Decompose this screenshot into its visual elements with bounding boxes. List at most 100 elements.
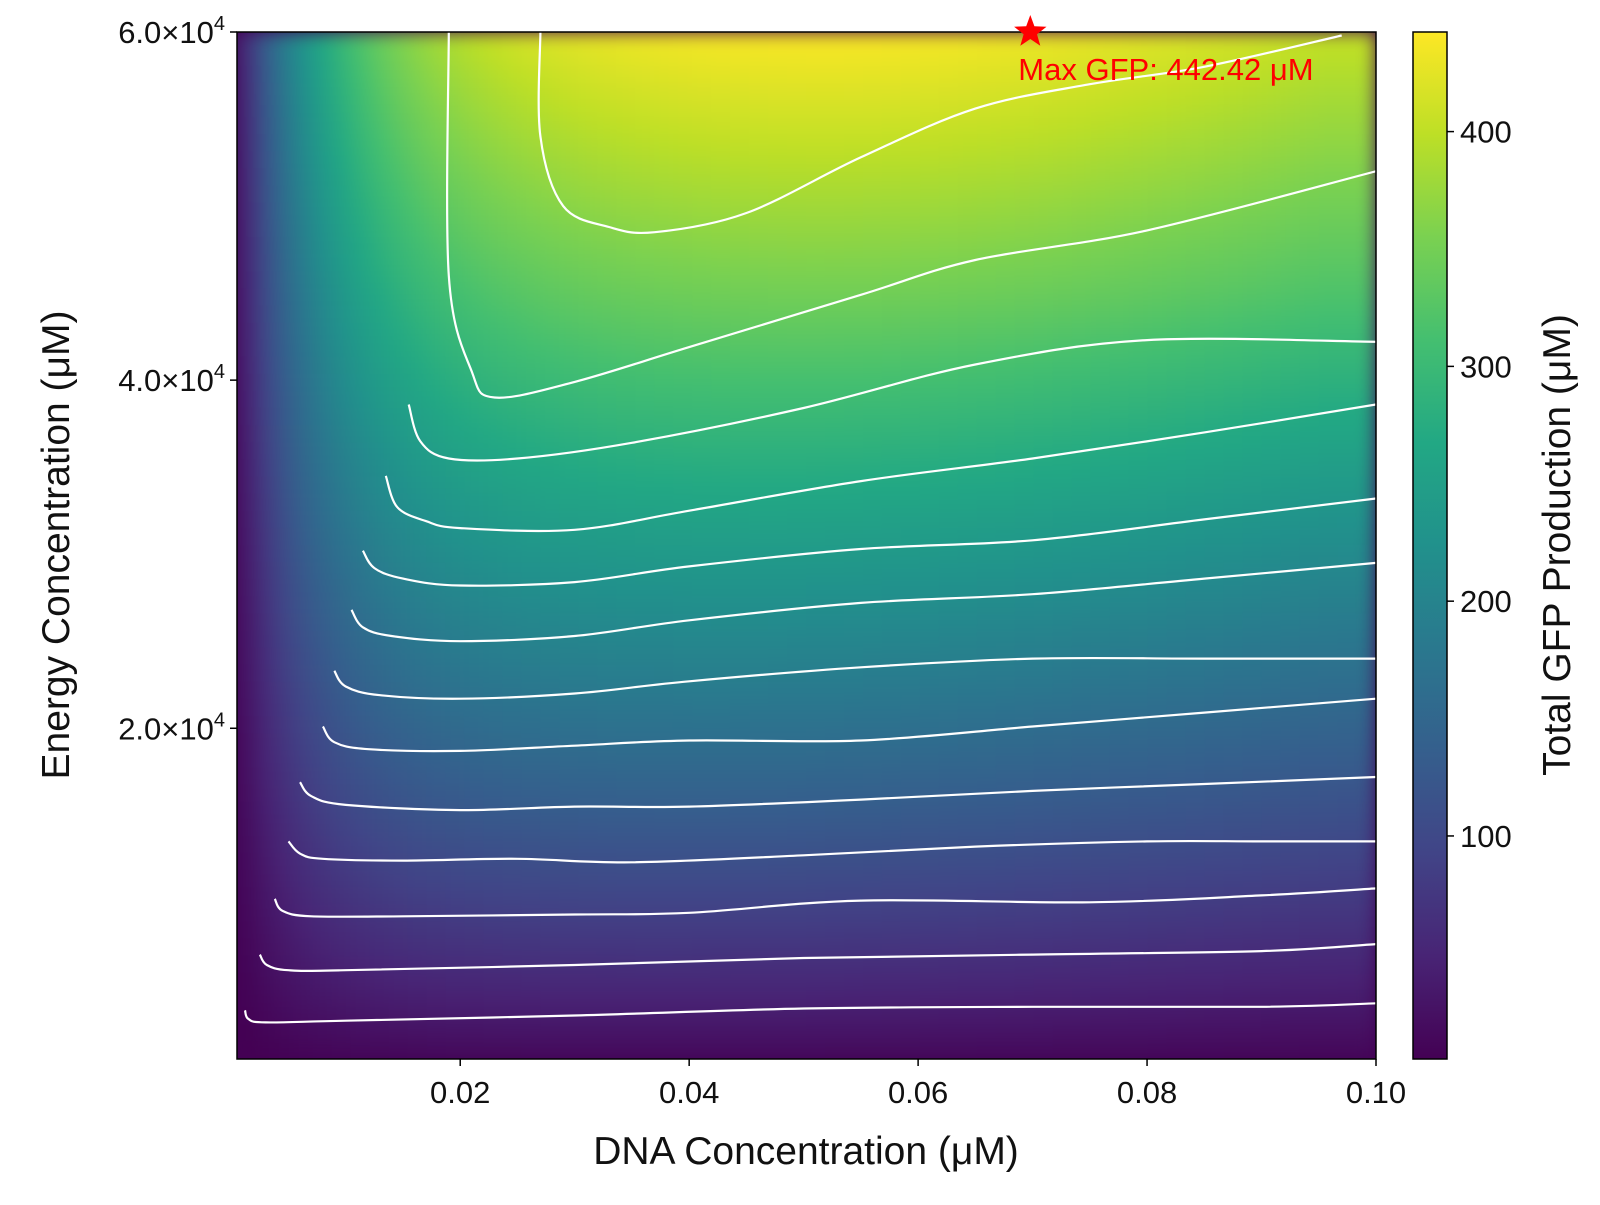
heatmap-cell — [1109, 562, 1130, 581]
heatmap-cell — [369, 151, 390, 170]
heatmap-cell — [464, 681, 485, 700]
heatmap-cell — [255, 562, 276, 581]
heatmap-cell — [502, 510, 523, 529]
heatmap-cell — [1261, 1024, 1282, 1043]
heatmap-cell — [293, 870, 314, 889]
heatmap-cell — [616, 65, 637, 84]
heatmap-cell — [1033, 699, 1054, 718]
heatmap-cell — [559, 562, 580, 581]
heatmap-cell — [1223, 134, 1244, 153]
heatmap-cell — [483, 545, 504, 564]
heatmap-cell — [1052, 818, 1073, 837]
heatmap-cell — [1223, 32, 1244, 50]
heatmap-cell — [900, 527, 921, 546]
heatmap-cell — [787, 630, 807, 649]
heatmap-cell — [1014, 613, 1035, 632]
heatmap-cell — [331, 716, 352, 735]
heatmap-cell — [995, 716, 1016, 735]
heatmap-cell — [237, 750, 257, 769]
heatmap-cell — [255, 664, 276, 683]
heatmap-cell — [673, 373, 694, 392]
heatmap-cell — [1052, 836, 1073, 855]
heatmap-cell — [312, 870, 333, 889]
heatmap-cell — [995, 630, 1016, 649]
heatmap-cell — [237, 887, 257, 906]
heatmap-cell — [1185, 767, 1206, 786]
heatmap-cell — [293, 65, 314, 84]
heatmap-cell — [616, 168, 637, 187]
heatmap-cell — [312, 373, 333, 392]
heatmap-cell — [578, 562, 599, 581]
heatmap-cell — [540, 1041, 561, 1059]
heatmap-cell — [1090, 904, 1111, 923]
heatmap-cell — [255, 801, 276, 820]
heatmap-cell — [237, 356, 257, 375]
heatmap-cell — [938, 390, 959, 409]
heatmap-cell — [844, 48, 864, 67]
heatmap-cell — [331, 1041, 352, 1059]
heatmap-cell — [1166, 408, 1187, 427]
heatmap-cell — [426, 65, 447, 84]
heatmap-cell — [274, 562, 295, 581]
heatmap-cell — [995, 750, 1016, 769]
heatmap-cell — [1337, 972, 1358, 991]
heatmap-cell — [407, 236, 428, 255]
heatmap-cell — [350, 254, 371, 273]
heatmap-cell — [274, 767, 295, 786]
y-tick-label: 4.0×104 — [118, 361, 225, 398]
heatmap-cell — [445, 870, 466, 889]
heatmap-cell — [1356, 613, 1376, 632]
heatmap-cell — [445, 887, 466, 906]
heatmap-cell — [1261, 1041, 1282, 1059]
heatmap-cell — [388, 579, 409, 598]
heatmap-cell — [1337, 647, 1358, 666]
heatmap-cell — [388, 408, 409, 427]
heatmap-cell — [1204, 339, 1225, 358]
heatmap-cell — [540, 459, 561, 478]
heatmap-cell — [445, 630, 466, 649]
heatmap-cell — [1337, 818, 1358, 837]
heatmap-cell — [919, 596, 940, 615]
heatmap-cell — [654, 373, 675, 392]
heatmap-cell — [369, 408, 390, 427]
y-tick-mantissa: 6.0×10 — [118, 15, 214, 50]
heatmap-cell — [1337, 32, 1358, 50]
heatmap-cell — [976, 1024, 997, 1043]
heatmap-cell — [483, 390, 504, 409]
heatmap-cell — [521, 784, 542, 803]
heatmap-cell — [711, 476, 732, 495]
heatmap-cell — [1242, 117, 1263, 136]
heatmap-cell — [1261, 630, 1282, 649]
heatmap-cell — [863, 117, 883, 136]
heatmap-cell — [237, 322, 257, 341]
heatmap-cell — [1299, 767, 1320, 786]
heatmap-cell — [616, 48, 637, 67]
heatmap-cell — [692, 476, 713, 495]
heatmap-cell — [237, 510, 257, 529]
heatmap-cell — [938, 562, 959, 581]
heatmap-cell — [1109, 185, 1130, 204]
heatmap-cell — [312, 493, 333, 512]
heatmap-cell — [426, 305, 447, 324]
heatmap-cell — [616, 117, 637, 136]
heatmap-cell — [1014, 527, 1035, 546]
heatmap-cell — [1242, 1007, 1263, 1026]
heatmap-cell — [730, 271, 751, 290]
heatmap-cell — [559, 356, 580, 375]
heatmap-cell — [787, 716, 807, 735]
heatmap-cell — [1204, 630, 1225, 649]
heatmap-cell — [1090, 32, 1111, 50]
heatmap-cell — [938, 990, 959, 1009]
heatmap-cell — [863, 972, 883, 991]
heatmap-cell — [995, 733, 1016, 752]
heatmap-cell — [237, 65, 257, 84]
heatmap-cell — [1242, 664, 1263, 683]
heatmap-cell — [1356, 442, 1376, 461]
heatmap-cell — [1147, 254, 1168, 273]
heatmap-cell — [1090, 733, 1111, 752]
heatmap-cell — [1318, 750, 1339, 769]
heatmap-cell — [1356, 100, 1376, 119]
heatmap-cell — [1299, 1041, 1320, 1059]
heatmap-cell — [938, 836, 959, 855]
heatmap-cell — [1109, 527, 1130, 546]
